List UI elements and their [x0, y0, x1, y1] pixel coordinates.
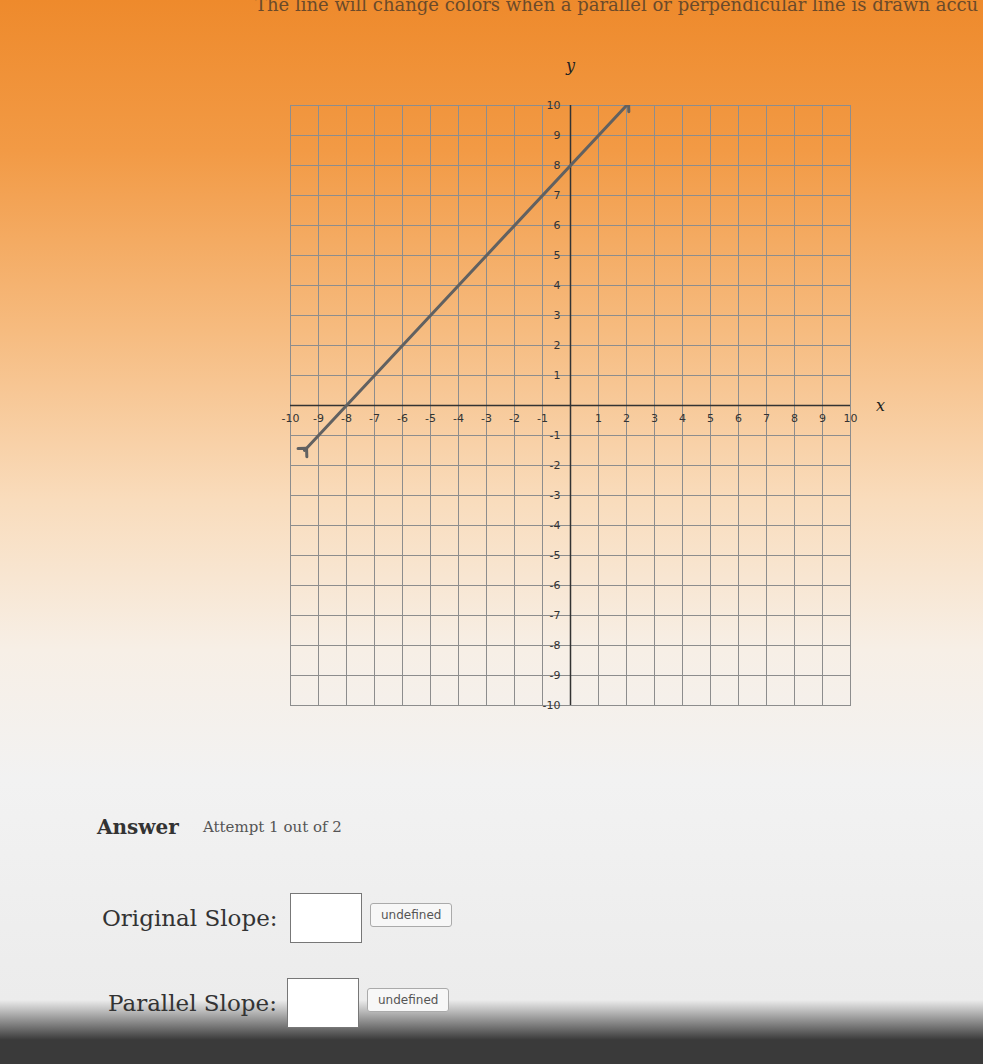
html-text:undefined: undefined: [378, 993, 439, 1007]
svg-text:4: 4: [554, 279, 561, 292]
svg-text:2: 2: [623, 412, 630, 425]
svg-text:7: 7: [763, 412, 770, 425]
html-text:undefined: undefined: [381, 908, 442, 922]
html-text:Parallel Slope:: Parallel Slope:: [108, 990, 277, 1016]
svg-text:-3: -3: [550, 489, 561, 502]
svg-text:-2: -2: [550, 459, 561, 472]
svg-text:9: 9: [819, 412, 826, 425]
svg-text:-5: -5: [425, 412, 436, 425]
svg-text:3: 3: [651, 412, 658, 425]
html-text:Answer: Answer: [97, 815, 179, 839]
svg-text:-9: -9: [550, 669, 561, 682]
svg-text:5: 5: [707, 412, 714, 425]
svg-text:8: 8: [554, 159, 561, 172]
svg-text:-8: -8: [550, 639, 561, 652]
svg-text:-6: -6: [397, 412, 408, 425]
svg-text:1: 1: [554, 369, 561, 382]
svg-text:-10: -10: [282, 412, 300, 425]
svg-text:-1: -1: [550, 429, 561, 442]
svg-text:3: 3: [554, 309, 561, 322]
svg-text:-9: -9: [313, 412, 324, 425]
svg-text:10: 10: [547, 99, 561, 112]
svg-text:9: 9: [554, 129, 561, 142]
svg-text:-7: -7: [369, 412, 380, 425]
svg-text:10: 10: [844, 412, 858, 425]
svg-text:-7: -7: [550, 609, 561, 622]
svg-text:1: 1: [595, 412, 602, 425]
svg-text:-8: -8: [341, 412, 352, 425]
svg-text:4: 4: [679, 412, 686, 425]
svg-text:-3: -3: [481, 412, 492, 425]
svg-text:2: 2: [554, 339, 561, 352]
svg-text:-2: -2: [509, 412, 520, 425]
html-text:Original Slope:: Original Slope:: [102, 905, 278, 931]
svg-text:-10: -10: [543, 699, 561, 712]
svg-text:y: y: [565, 56, 576, 75]
svg-text:7: 7: [554, 189, 561, 202]
svg-text:-4: -4: [453, 412, 464, 425]
svg-text:6: 6: [735, 412, 742, 425]
html-text:Attempt 1 out of 2: Attempt 1 out of 2: [203, 818, 342, 836]
svg-text:5: 5: [554, 249, 561, 262]
svg-text:6: 6: [554, 219, 561, 232]
svg-text:-1: -1: [537, 412, 548, 425]
svg-text:8: 8: [791, 412, 798, 425]
svg-text:x: x: [876, 396, 885, 415]
svg-text:-6: -6: [550, 579, 561, 592]
svg-text:-5: -5: [550, 549, 561, 562]
svg-text:-4: -4: [550, 519, 561, 532]
